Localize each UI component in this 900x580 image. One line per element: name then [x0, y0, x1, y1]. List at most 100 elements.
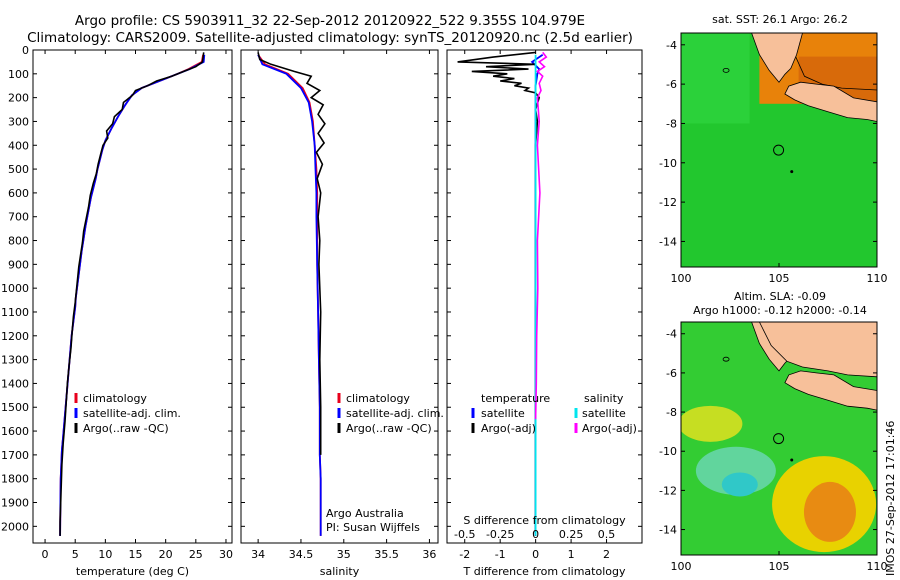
temperature-x-tick-label: 10: [98, 548, 112, 561]
chart-title-line2: Climatology: CARS2009. Satellite-adjuste…: [27, 30, 633, 46]
diff-legend-temperature-item: Argo(-adj): [481, 422, 536, 435]
differences-x-tick-label: 1: [568, 548, 575, 561]
y-tick-label: 400: [8, 139, 29, 152]
salinity-x-tick-label: 36: [422, 548, 436, 561]
temperature-x-tick-label: 30: [219, 548, 233, 561]
y-tick-label: 900: [8, 258, 29, 271]
sla-yellow-nw: [681, 405, 743, 442]
temperature-series-0: [59, 54, 204, 536]
salinity-series-0: [257, 54, 322, 536]
sst-map-title: sat. SST: 26.1 Argo: 26.2: [712, 13, 848, 26]
sst-map-x-tick-label: 100: [671, 272, 692, 285]
differences-series-1: [457, 51, 541, 536]
differences-x-axis-label: T difference from climatology: [463, 565, 626, 578]
sla-map-x-tick-label: 110: [867, 560, 888, 573]
differences-series-3: [534, 51, 548, 420]
sla-land-north: [758, 322, 877, 378]
sla-map-y-tick-label: -4: [666, 328, 677, 341]
differences-x-tick-label: -1: [495, 548, 506, 561]
temperature-legend-label: Argo(..raw -QC): [83, 422, 169, 435]
salinity-legend-label: satellite-adj. clim.: [346, 407, 444, 420]
sst-map-y-tick-label: -6: [666, 78, 677, 91]
sla-map-y-tick-label: -12: [659, 484, 677, 497]
y-tick-label: 800: [8, 235, 29, 248]
y-tick-label: 1500: [1, 401, 29, 414]
y-tick-label: 2000: [1, 520, 29, 533]
sst-map-y-tick-label: -12: [659, 196, 677, 209]
sst-land-sumatra: [751, 33, 803, 83]
diff-legend-salinity-header: salinity: [584, 392, 624, 405]
y-tick-label: 500: [8, 163, 29, 176]
temperature-x-tick-label: 15: [129, 548, 143, 561]
sla-map-y-tick-label: -6: [666, 367, 677, 380]
y-tick-label: 200: [8, 92, 29, 105]
sst-map: [681, 33, 877, 267]
sla-map-x-tick-label: 105: [769, 560, 790, 573]
y-tick-label: 1600: [1, 425, 29, 438]
salinity-legend-label: Argo(..raw -QC): [346, 422, 432, 435]
sst-map-y-tick-label: -14: [659, 235, 677, 248]
diff-legend-salinity-item: satellite: [582, 407, 626, 420]
diff-top-tick-label: -0.5: [454, 528, 475, 541]
salinity-x-axis-label: salinity: [320, 565, 360, 578]
diff-top-tick-label: 0: [532, 528, 539, 541]
y-tick-label: 1800: [1, 473, 29, 486]
differences-x-tick-label: 2: [603, 548, 610, 561]
sla-cyan-core: [721, 472, 758, 497]
temperature-legend-label: climatology: [83, 392, 147, 405]
sla-map-y-tick-label: -10: [659, 445, 677, 458]
y-tick-label: 700: [8, 211, 29, 224]
sst-map-christmas-island: [790, 170, 794, 174]
y-tick-label: 1000: [1, 282, 29, 295]
diff-top-axis-label: S difference from climatology: [463, 514, 626, 527]
diff-top-tick-label: 0.25: [559, 528, 584, 541]
sla-map-float-marker: [773, 433, 785, 445]
differences-x-tick-label: 0: [532, 548, 539, 561]
y-tick-label: 600: [8, 187, 29, 200]
temperature-frame: [32, 49, 233, 544]
temperature-x-axis-label: temperature (deg C): [76, 565, 189, 578]
diff-top-tick-label: 0.5: [598, 528, 616, 541]
sla-map-title-line1: Altim. SLA: -0.09: [733, 290, 827, 303]
timestamp-label: IMOS 27-Sep-2012 17:01:46: [884, 420, 897, 576]
sla-map-title-line2: Argo h1000: -0.12 h2000: -0.14: [693, 304, 867, 317]
salinity-x-tick-label: 34: [251, 548, 265, 561]
differences-frame: [446, 49, 643, 544]
salinity-legend-label: climatology: [346, 392, 410, 405]
y-tick-label: 0: [22, 44, 29, 57]
salinity-x-tick-label: 35: [337, 548, 351, 561]
sst-map-y-tick-label: -10: [659, 157, 677, 170]
y-tick-label: 1700: [1, 449, 29, 462]
y-tick-label: 300: [8, 115, 29, 128]
salinity-frame: [240, 49, 439, 544]
y-tick-label: 1400: [1, 377, 29, 390]
temperature-series-1: [59, 54, 206, 536]
sla-map-island: [722, 356, 730, 362]
y-tick-label: 1100: [1, 306, 29, 319]
sla-map-x-tick-label: 100: [671, 560, 692, 573]
diff-legend-temperature-item: satellite: [481, 407, 525, 420]
sst-water-shade: [681, 33, 750, 124]
sst-map-float-marker: [773, 144, 785, 156]
diff-legend-salinity-item: Argo(-adj): [582, 422, 637, 435]
diff-top-tick-label: -0.25: [486, 528, 514, 541]
chart-title-line1: Argo profile: CS 5903911_32 22-Sep-2012 …: [74, 13, 586, 29]
salinity-x-tick-label: 35.5: [374, 548, 399, 561]
sla-map-christmas-island: [790, 458, 794, 462]
y-tick-label: 1900: [1, 497, 29, 510]
y-tick-label: 100: [8, 68, 29, 81]
sst-map-island: [722, 67, 730, 73]
y-tick-label: 1300: [1, 354, 29, 367]
sst-land-java: [784, 81, 877, 122]
salinity-series-2: [257, 52, 326, 455]
sla-land-java: [784, 370, 877, 411]
sst-map-y-tick-label: -8: [666, 117, 677, 130]
temperature-x-tick-label: 5: [72, 548, 79, 561]
salinity-annotation-line2: PI: Susan Wijffels: [326, 521, 420, 534]
differences-x-tick-label: -2: [459, 548, 470, 561]
temperature-x-tick-label: 20: [159, 548, 173, 561]
sst-map-y-tick-label: -4: [666, 39, 677, 52]
sla-orange-patch: [803, 481, 856, 542]
salinity-annotation-line1: Argo Australia: [326, 507, 404, 520]
